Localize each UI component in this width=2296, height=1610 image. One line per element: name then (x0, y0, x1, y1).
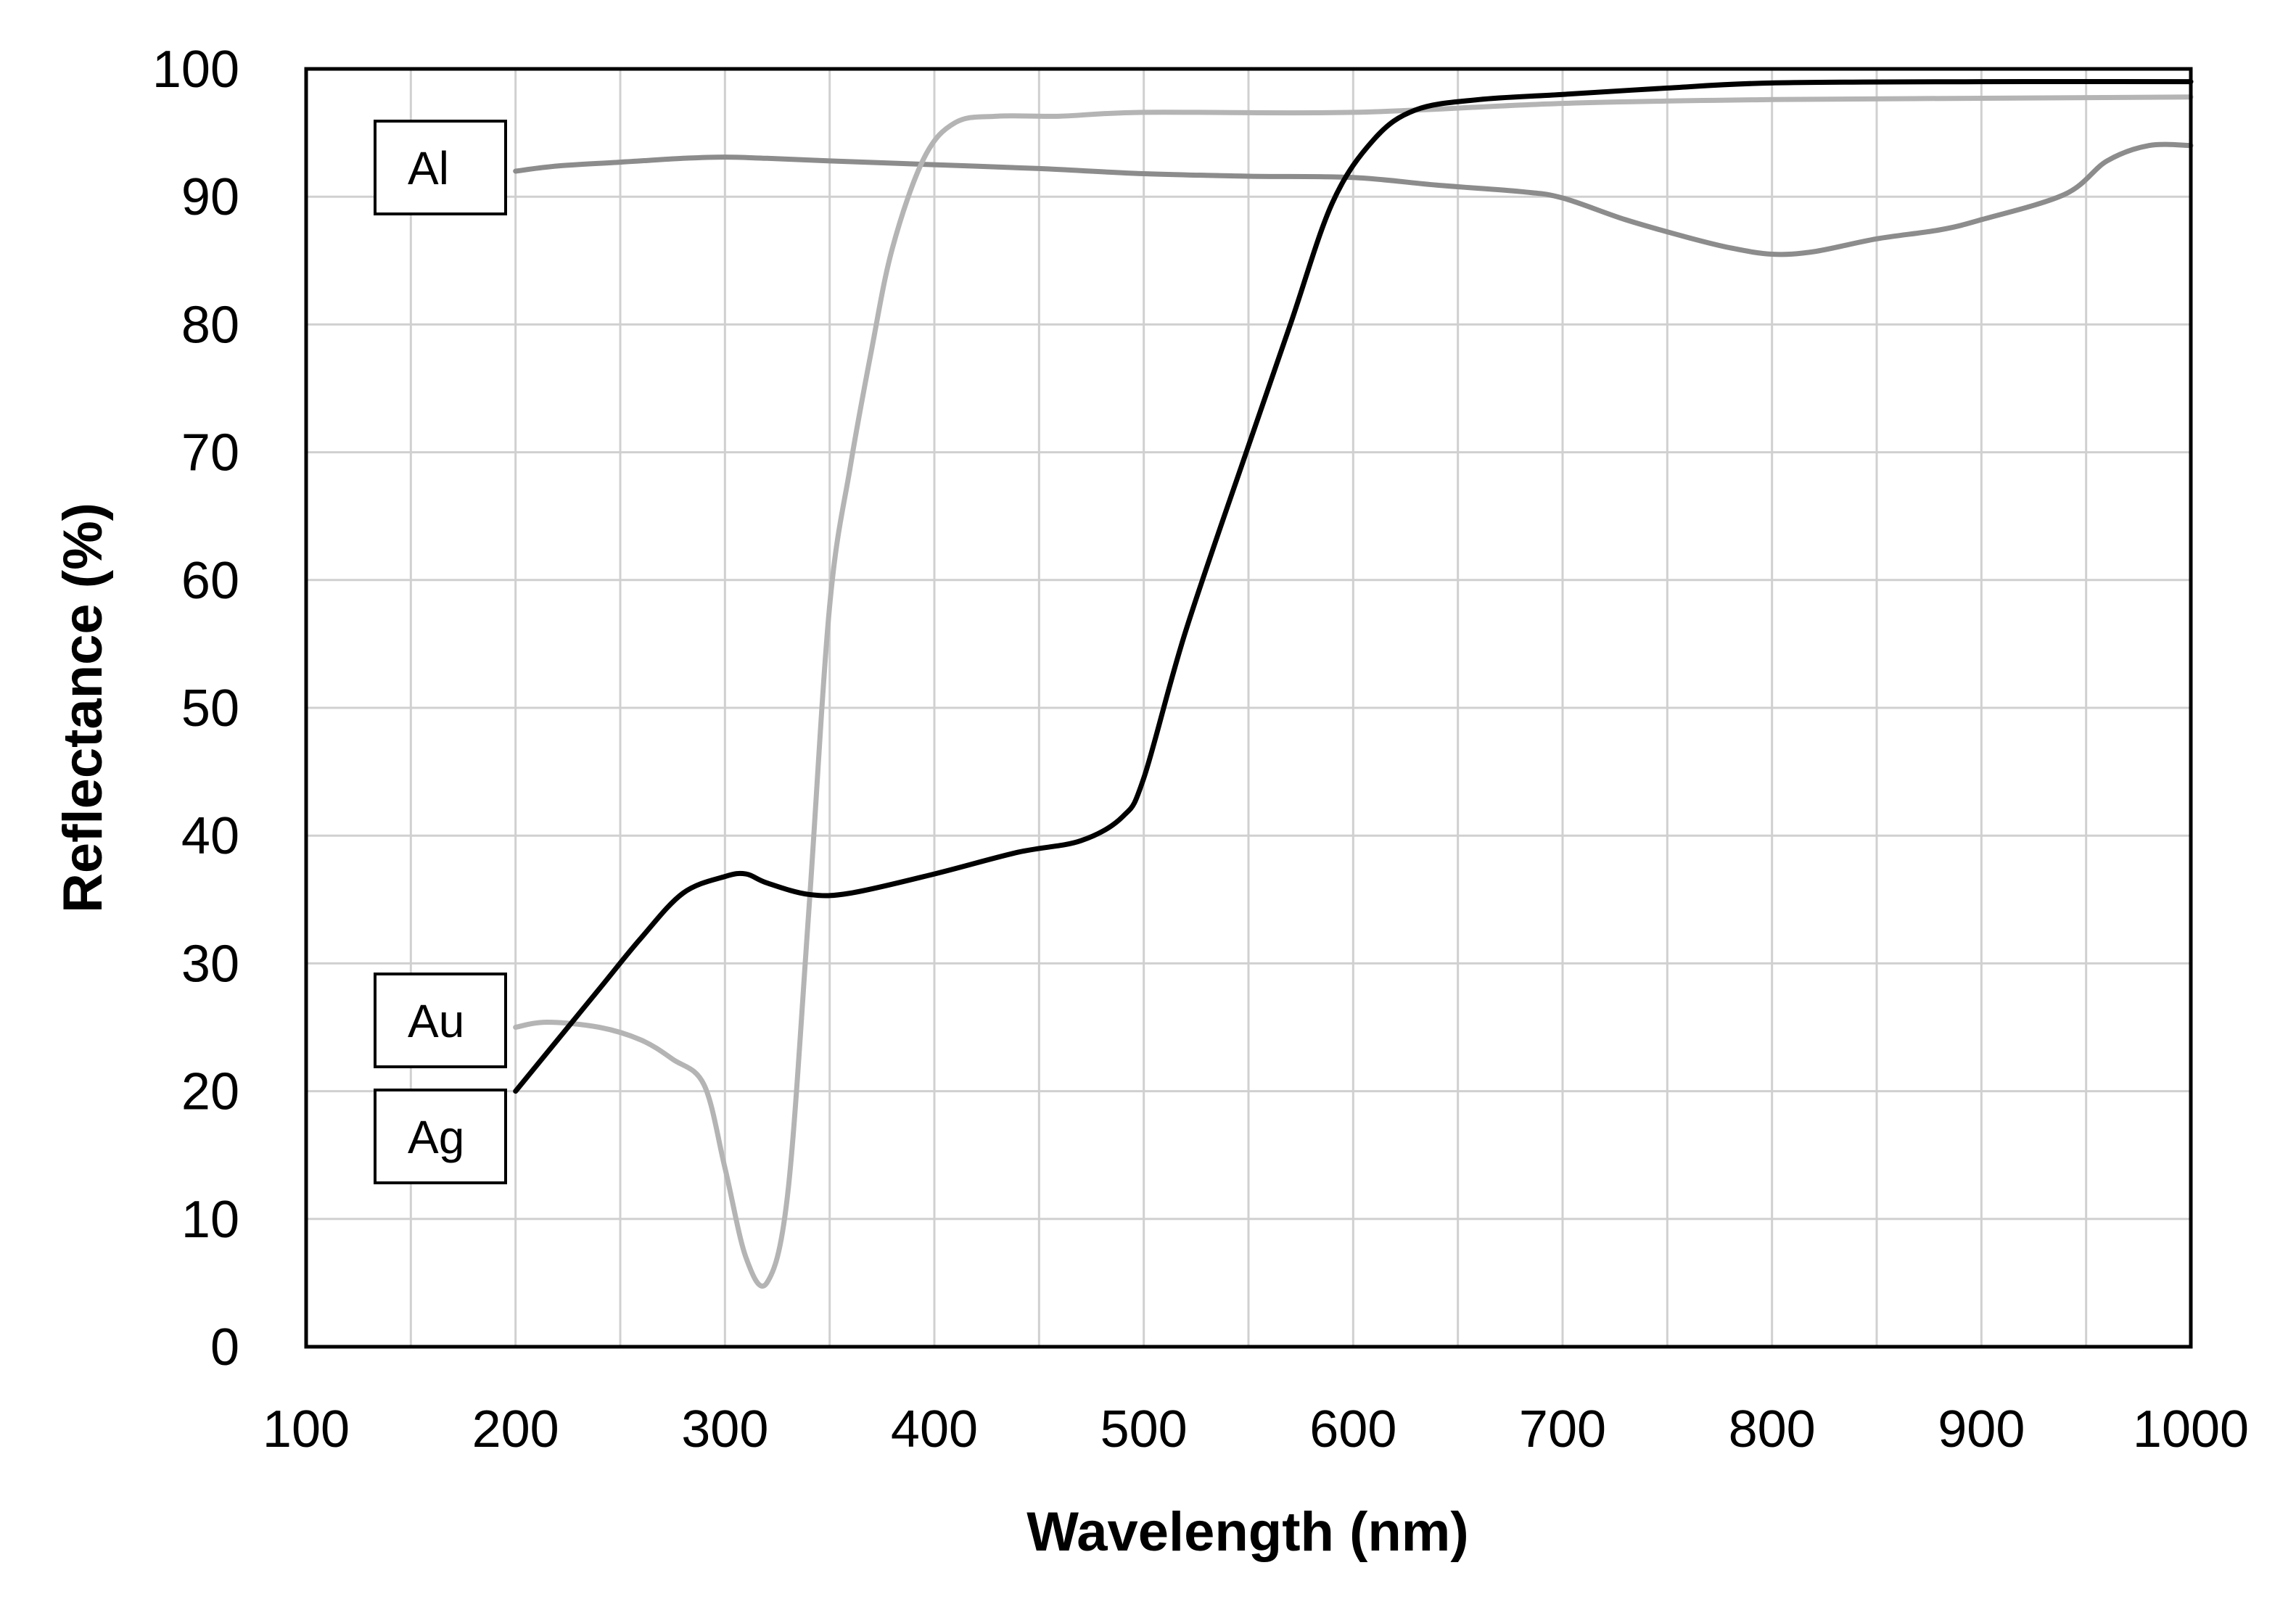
y-tick-labels: 0 10 20 30 40 50 60 70 80 90 100 (152, 41, 239, 1376)
series-label-au: Au (374, 973, 507, 1068)
series-label-text: Ag (408, 1111, 464, 1163)
x-tick-label: 900 (1938, 1400, 2025, 1458)
series-label-box (374, 973, 507, 1068)
x-tick-label: 300 (681, 1400, 768, 1458)
series-line-al (513, 141, 2194, 257)
y-tick-label: 60 (181, 552, 239, 610)
x-tick-label: 700 (1519, 1400, 1606, 1458)
x-tick-label: 200 (472, 1400, 559, 1458)
series-labels: Al Au Ag (374, 120, 507, 1184)
series-label-box (374, 1089, 507, 1184)
x-tick-label: 1000 (2133, 1400, 2249, 1458)
y-tick-label: 30 (181, 935, 239, 993)
y-tick-label: 10 (181, 1191, 239, 1249)
y-tick-label: 20 (181, 1063, 239, 1121)
series-label-ag: Ag (374, 1089, 507, 1184)
series-label-text: Al (408, 142, 449, 194)
x-tick-label: 800 (1729, 1400, 1816, 1458)
series-label-al: Al (374, 120, 507, 215)
y-tick-label: 40 (181, 807, 239, 865)
y-tick-label: 0 (210, 1318, 239, 1376)
series-line-au (513, 78, 2194, 1094)
grid (306, 69, 2191, 1347)
x-axis-title: Wavelength (nm) (1026, 1501, 1468, 1563)
x-tick-label: 500 (1100, 1400, 1188, 1458)
y-tick-label: 70 (181, 424, 239, 482)
series-line-ag (513, 94, 2194, 1289)
series-label-text: Au (408, 995, 464, 1047)
y-tick-label: 50 (181, 680, 239, 738)
x-tick-labels: 100 200 300 400 500 600 700 800 900 1000 (263, 1400, 2249, 1458)
y-axis-title: Reflectance (%) (52, 503, 114, 913)
plot-frame (304, 67, 2193, 1349)
series-lines (513, 78, 2194, 1289)
y-tick-label: 90 (181, 168, 239, 226)
y-tick-label: 100 (152, 41, 239, 99)
series-label-box (374, 120, 507, 215)
x-tick-label: 400 (891, 1400, 978, 1458)
y-tick-label: 80 (181, 296, 239, 354)
x-tick-label: 100 (263, 1400, 350, 1458)
x-tick-label: 600 (1309, 1400, 1396, 1458)
